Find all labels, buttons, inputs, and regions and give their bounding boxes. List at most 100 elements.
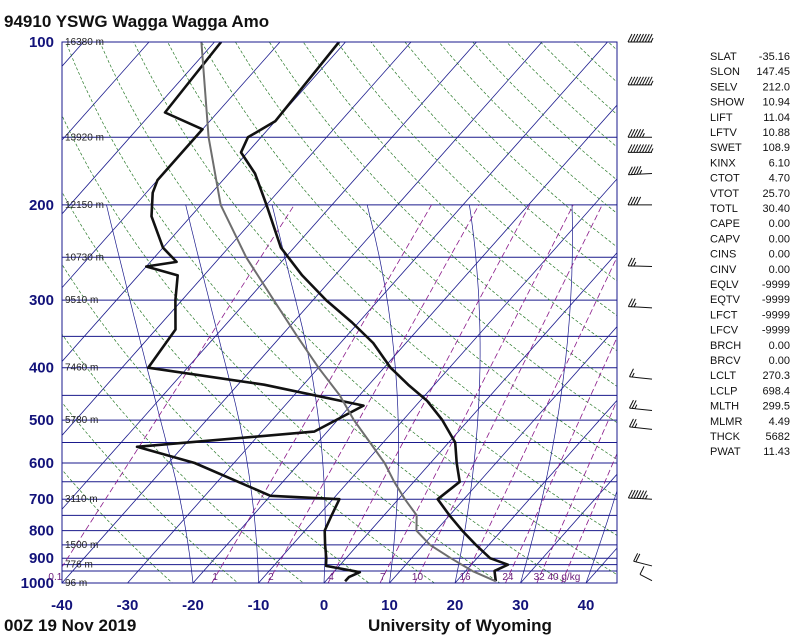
index-key: TOTL bbox=[710, 203, 738, 215]
mixing-ratio-line bbox=[561, 452, 617, 583]
mixing-ratio-label: 16 bbox=[460, 572, 472, 583]
index-key: LFCV bbox=[710, 325, 739, 337]
isotherm-line bbox=[389, 325, 617, 583]
index-value: 212.0 bbox=[762, 81, 790, 93]
wind-barb-flag bbox=[627, 144, 633, 153]
wind-barb-flag bbox=[633, 196, 639, 206]
dry-adiabat-line bbox=[302, 42, 617, 352]
chart-title: 94910 YSWG Wagga Wagga Amo bbox=[4, 12, 270, 31]
moist-adiabat-line bbox=[366, 204, 399, 583]
index-value: 25.70 bbox=[762, 188, 790, 200]
index-value: -9999 bbox=[762, 325, 790, 337]
index-key: CINV bbox=[710, 264, 737, 276]
wind-barb-flag bbox=[641, 144, 647, 153]
index-key: LFTV bbox=[710, 127, 738, 139]
wind-barb-flag bbox=[627, 298, 633, 307]
isotherm-line bbox=[62, 42, 215, 215]
wind-barb-flag bbox=[644, 76, 650, 86]
wind-barb-flag bbox=[630, 144, 636, 153]
wind-barb-flag bbox=[644, 144, 650, 153]
chart-grid bbox=[62, 42, 617, 583]
wind-barb-flag bbox=[630, 166, 636, 175]
isotherm-line bbox=[62, 42, 150, 141]
height-label: 96 m bbox=[65, 578, 87, 589]
wind-barb-half-flag bbox=[650, 80, 654, 86]
wind-barb-flag bbox=[630, 129, 636, 138]
dry-adiabat-line bbox=[404, 42, 617, 248]
wind-barb bbox=[633, 553, 653, 567]
height-label: 16380 m bbox=[65, 37, 104, 48]
wind-barb-flag bbox=[630, 33, 636, 43]
wind-barb-half-flag bbox=[633, 302, 637, 308]
mixing-ratio-label: 7 bbox=[380, 572, 386, 583]
index-key: SLAT bbox=[710, 51, 737, 63]
index-value: 698.4 bbox=[762, 385, 790, 397]
wind-barb bbox=[629, 418, 653, 430]
height-label: 7460 m bbox=[65, 363, 98, 374]
height-label: 9510 m bbox=[65, 295, 98, 306]
index-key: BRCH bbox=[710, 340, 741, 352]
wind-barb-flag bbox=[630, 298, 636, 307]
wind-barb-flag bbox=[629, 399, 634, 409]
wind-barb-staff bbox=[629, 426, 653, 430]
pressure-tick-label: 200 bbox=[29, 197, 54, 214]
wind-barb-staff bbox=[639, 573, 653, 582]
wind-barb-flag bbox=[635, 553, 641, 563]
wind-barb-flag bbox=[633, 490, 639, 499]
wind-barb-flag bbox=[639, 33, 644, 43]
wind-barb-half-flag bbox=[641, 133, 645, 138]
pressure-tick-label: 500 bbox=[29, 412, 54, 429]
wind-barb-staff bbox=[628, 306, 653, 309]
wind-barb-flag bbox=[636, 166, 642, 175]
height-label: 5780 m bbox=[65, 415, 98, 426]
mixing-ratio-label: 24 bbox=[502, 572, 514, 583]
index-value: 108.9 bbox=[762, 142, 790, 154]
index-value: 0.00 bbox=[769, 355, 790, 367]
dry-adiabat-line bbox=[62, 191, 436, 583]
wind-barb-flag bbox=[627, 257, 633, 267]
index-key: CINS bbox=[710, 249, 736, 261]
index-key: SWET bbox=[710, 142, 742, 154]
wind-barb-flag bbox=[627, 76, 633, 86]
wind-barb-staff bbox=[629, 407, 653, 412]
wind-barb-half-flag bbox=[650, 148, 654, 153]
index-value: -9999 bbox=[762, 279, 790, 291]
wind-barb-flag bbox=[629, 368, 634, 377]
temperature-trace bbox=[239, 42, 510, 582]
pressure-tick-label: 700 bbox=[29, 491, 54, 508]
wind-barb-staff bbox=[628, 265, 653, 268]
index-key: EQTV bbox=[710, 294, 741, 306]
wind-barb-flag bbox=[633, 553, 639, 562]
wind-barb bbox=[627, 76, 654, 86]
wind-barb-flag bbox=[627, 33, 633, 43]
temperature-tick-label: -30 bbox=[117, 597, 139, 614]
wind-barb bbox=[627, 298, 653, 309]
index-key: VTOT bbox=[710, 188, 739, 200]
index-value: 11.43 bbox=[763, 446, 790, 458]
index-value: 11.04 bbox=[763, 112, 790, 124]
isotherm-line bbox=[62, 42, 477, 510]
index-value: 270.3 bbox=[762, 370, 790, 382]
mixing-ratio-label: 4 bbox=[328, 572, 334, 583]
wind-barb-half-flag bbox=[631, 372, 635, 378]
wind-barb-flag bbox=[647, 144, 653, 153]
wind-barb-flag bbox=[631, 418, 637, 428]
dry-adiabat-line bbox=[133, 42, 617, 536]
mixing-ratio-label: 0.1 bbox=[48, 572, 62, 583]
index-value: -9999 bbox=[762, 309, 790, 321]
sounding-traces bbox=[135, 42, 510, 583]
wind-barb bbox=[627, 257, 653, 268]
index-value: 4.70 bbox=[769, 173, 790, 185]
index-key: LIFT bbox=[710, 112, 733, 124]
index-value: 6.10 bbox=[769, 157, 790, 169]
index-key: PWAT bbox=[710, 446, 741, 458]
dry-adiabat-line bbox=[201, 42, 617, 460]
index-value: 5682 bbox=[766, 431, 790, 443]
wind-barb-flag bbox=[630, 196, 636, 206]
index-key: SELV bbox=[710, 81, 738, 93]
wind-barb-flag bbox=[633, 76, 639, 86]
isotherm-line bbox=[520, 473, 617, 583]
wind-barb-half-flag bbox=[634, 404, 638, 409]
wind-barb-flag bbox=[639, 144, 644, 153]
